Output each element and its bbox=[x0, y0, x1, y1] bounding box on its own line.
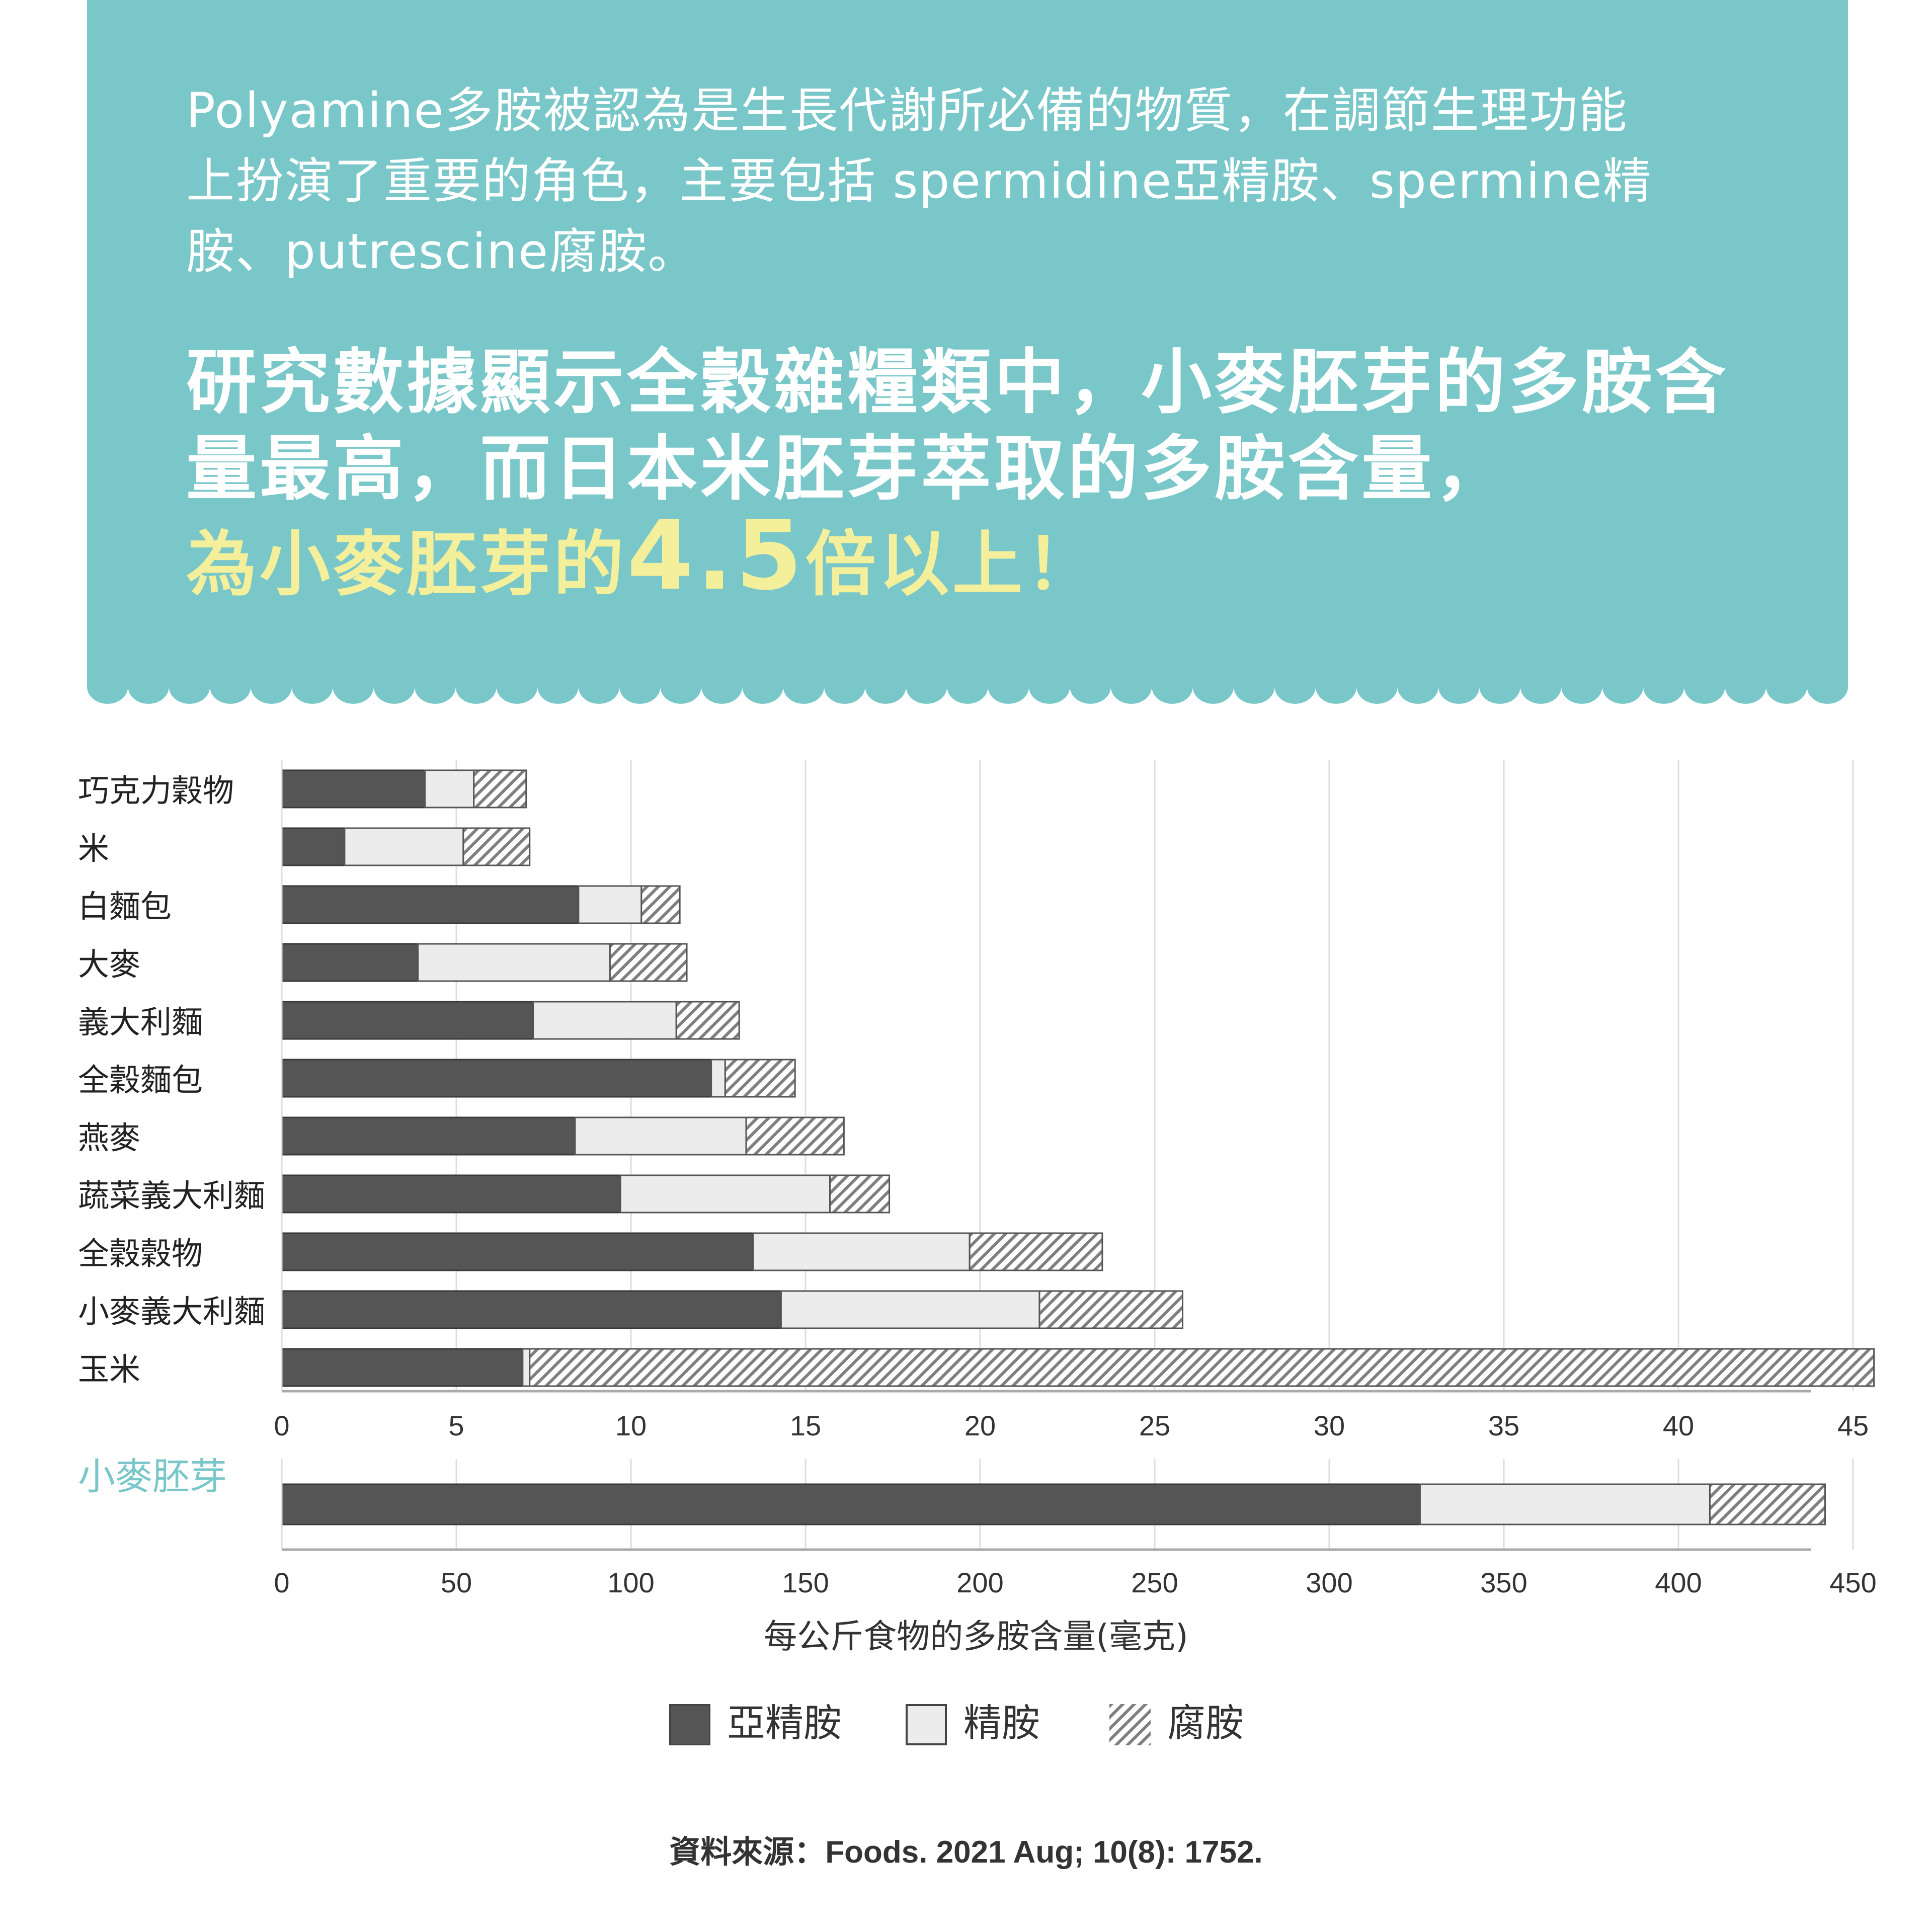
category-label: 巧克力穀物 bbox=[78, 772, 234, 809]
headline-line-1: 研究數據顯示全穀雜糧類中，小麥胚芽的多胺含 bbox=[186, 342, 1729, 424]
bar-segment bbox=[1419, 1483, 1711, 1525]
highlight-suffix: 倍以上！ bbox=[805, 524, 1099, 606]
category-label: 蔬菜義大利麵 bbox=[78, 1177, 265, 1214]
bar-segment bbox=[473, 769, 527, 809]
scallop-path bbox=[87, 667, 1848, 704]
bar-segment bbox=[281, 1174, 621, 1214]
banner-scalloped-edge bbox=[87, 667, 1848, 704]
bar-segment bbox=[1709, 1483, 1826, 1525]
category-label: 全穀麵包 bbox=[78, 1062, 203, 1098]
legend-swatch-spermidine bbox=[669, 1704, 710, 1745]
bar-segment bbox=[417, 943, 611, 982]
bar-segment bbox=[640, 885, 681, 924]
x-tick-label: 10 bbox=[615, 1410, 647, 1441]
x-tick-label: 150 bbox=[782, 1567, 829, 1598]
x-tick-label: 45 bbox=[1837, 1410, 1869, 1441]
bar-segment bbox=[281, 1290, 782, 1329]
bar-segment bbox=[281, 1232, 754, 1271]
x-tick-label: 20 bbox=[964, 1410, 996, 1441]
header-banner bbox=[87, 0, 1848, 687]
bar-segment bbox=[752, 1232, 971, 1271]
x-tick-label: 400 bbox=[1655, 1567, 1702, 1598]
bar-segment bbox=[619, 1174, 831, 1214]
category-label: 全穀穀物 bbox=[78, 1235, 203, 1272]
bar-segment bbox=[281, 943, 419, 982]
intro-line-2: 上扮演了重要的角色，主要包括 spermidine亞精胺、spermine精 bbox=[186, 153, 1652, 209]
category-label-wheat-germ: 小麥胚芽 bbox=[78, 1455, 227, 1498]
bar-segment bbox=[724, 1059, 796, 1098]
bar-segment bbox=[281, 769, 426, 809]
bar-segment bbox=[529, 1348, 1875, 1387]
category-label: 義大利麵 bbox=[78, 1004, 203, 1040]
x-axis-label: 每公斤食物的多胺含量(毫克) bbox=[764, 1617, 1188, 1656]
bar-segment bbox=[574, 1116, 747, 1156]
bar-segment bbox=[424, 769, 475, 809]
x-tick-label: 30 bbox=[1314, 1410, 1345, 1441]
x-tick-label: 35 bbox=[1488, 1410, 1519, 1441]
bar-segment bbox=[532, 1001, 677, 1040]
bar-segment bbox=[969, 1232, 1103, 1271]
highlight-prefix: 為小麥胚芽的 bbox=[186, 524, 627, 606]
bar-segment bbox=[609, 943, 688, 982]
bar-segment bbox=[281, 1001, 534, 1040]
legend-swatch-putrescine bbox=[1109, 1704, 1151, 1745]
intro-line-1: Polyamine多胺被認為是生長代謝所必備的物質，在調節生理功能 bbox=[186, 83, 1628, 139]
bar-segment bbox=[829, 1174, 891, 1214]
bar-segment bbox=[281, 1059, 712, 1098]
x-tick-label: 40 bbox=[1663, 1410, 1694, 1441]
bar-segment bbox=[344, 827, 464, 866]
category-label: 大麥 bbox=[78, 946, 140, 983]
x-tick-label: 15 bbox=[790, 1410, 821, 1441]
bar-segment bbox=[281, 1483, 1421, 1525]
bar-segment bbox=[462, 827, 531, 866]
highlight-number: 4.5 bbox=[627, 500, 806, 611]
bar-segment bbox=[522, 1348, 531, 1387]
x-tick-label: 0 bbox=[274, 1567, 289, 1598]
category-label: 小麥義大利麵 bbox=[78, 1293, 265, 1330]
x-tick-label: 5 bbox=[448, 1410, 464, 1441]
category-label: 燕麥 bbox=[78, 1119, 140, 1156]
category-label: 白麵包 bbox=[78, 888, 172, 925]
x-tick-label: 300 bbox=[1306, 1567, 1352, 1598]
intro-paragraph: Polyamine多胺被認為是生長代謝所必備的物質，在調節生理功能 上扮演了重要… bbox=[186, 75, 1756, 287]
data-source: 資料來源：Foods. 2021 Aug; 10(8): 1752. bbox=[669, 1835, 1263, 1870]
x-tick-label: 25 bbox=[1139, 1410, 1170, 1441]
bar-segment bbox=[578, 885, 642, 924]
bar-segment bbox=[281, 1348, 524, 1387]
bar-segment bbox=[745, 1116, 845, 1156]
legend-label-putrescine: 腐胺 bbox=[1167, 1701, 1244, 1745]
x-tick-label: 0 bbox=[274, 1410, 289, 1441]
bar-segment bbox=[1038, 1290, 1184, 1329]
legend-label-spermine: 精胺 bbox=[963, 1701, 1040, 1745]
x-tick-label: 350 bbox=[1480, 1567, 1527, 1598]
bar-segment bbox=[281, 827, 346, 866]
headline-highlight-line: 為小麥胚芽的4.5倍以上！ bbox=[186, 508, 1796, 608]
x-tick-label: 450 bbox=[1829, 1567, 1876, 1598]
x-tick-label: 50 bbox=[441, 1567, 472, 1598]
bar-segment bbox=[675, 1001, 740, 1040]
headline: 研究數據顯示全穀雜糧類中，小麥胚芽的多胺含 量最高，而日本米胚芽萃取的多胺含量，… bbox=[186, 340, 1796, 608]
bar-segment bbox=[281, 885, 580, 924]
bar-segment bbox=[281, 1116, 576, 1156]
legend-label-spermidine: 亞精胺 bbox=[727, 1701, 842, 1745]
bar-segment bbox=[710, 1059, 726, 1098]
intro-line-3: 胺、putrescine腐胺。 bbox=[186, 223, 697, 280]
bar-segment bbox=[780, 1290, 1040, 1329]
x-tick-label: 200 bbox=[956, 1567, 1003, 1598]
x-tick-label: 250 bbox=[1131, 1567, 1178, 1598]
legend-swatch-spermine bbox=[906, 1704, 947, 1745]
polyamine-chart: 0 5 10 15 20 25 30 35 40 45 巧克力穀物米白麵包大麥義大利麵全穀麵包燕麥蔬… bbox=[78, 760, 1877, 1656]
category-label: 玉米 bbox=[78, 1351, 140, 1388]
x-tick-label: 100 bbox=[607, 1567, 654, 1598]
headline-line-2: 量最高，而日本米胚芽萃取的多胺含量， bbox=[186, 428, 1509, 510]
category-label: 米 bbox=[78, 830, 109, 867]
